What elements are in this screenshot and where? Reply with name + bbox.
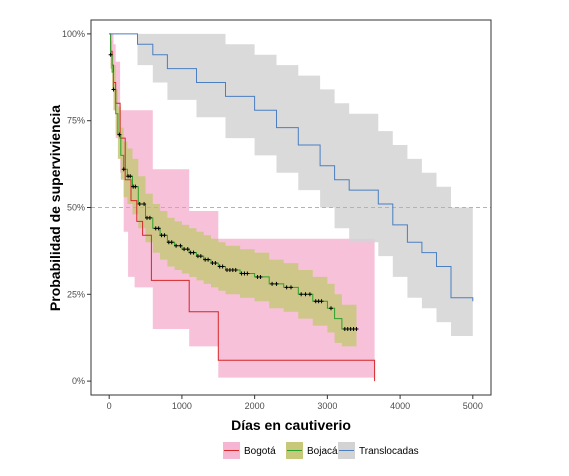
censor-mark [169, 240, 174, 245]
censor-mark [121, 167, 126, 172]
censor-mark [142, 202, 147, 207]
legend-item-translocadas: Translocadas [338, 442, 419, 459]
x-tick-label: 4000 [390, 401, 410, 411]
censor-mark [206, 257, 211, 262]
legend-item-bojacá: Bojacá [286, 442, 338, 459]
censor-mark [274, 281, 279, 286]
censor-mark [137, 202, 142, 207]
legend: Bogotá Bojacá Translocadas [223, 442, 419, 459]
curve-translocadas [109, 33, 474, 302]
censor-mark [185, 247, 190, 252]
x-axis: 0 1000 2000 3000 4000 5000 [107, 395, 483, 411]
band-translocadas [109, 33, 473, 337]
x-tick-label: 0 [107, 401, 112, 411]
x-tick-label: 3000 [317, 401, 337, 411]
censor-mark [133, 184, 138, 189]
x-axis-title: Días en cautiverio [231, 417, 351, 433]
censor-mark [319, 299, 324, 304]
censor-mark [233, 268, 238, 272]
censor-mark [354, 327, 359, 332]
censor-mark [284, 285, 289, 290]
y-axis-title: Probabilidad de superviviencia [47, 105, 63, 311]
x-tick-label: 1000 [172, 401, 192, 411]
censor-mark [289, 285, 293, 290]
censor-mark [299, 292, 304, 297]
censor-mark [191, 250, 196, 255]
censor-mark [270, 281, 275, 286]
legend-label: Bojacá [307, 446, 338, 457]
censor-mark [303, 292, 308, 297]
censor-mark [178, 243, 183, 248]
y-tick-label: 100% [62, 29, 85, 39]
censor-mark [307, 292, 312, 297]
confidence-bands [109, 33, 473, 378]
censor-mark [213, 261, 218, 266]
censor-mark [245, 271, 250, 276]
censor-mark [156, 226, 161, 231]
censor-mark [117, 132, 122, 137]
censor-mark [128, 174, 133, 179]
censor-mark [108, 52, 113, 57]
censor-mark [258, 274, 263, 279]
censor-marks [108, 52, 359, 332]
censor-mark [220, 264, 225, 269]
censor-mark [198, 254, 203, 259]
y-axis: 0% 25% 50% 75% 100% [62, 29, 91, 386]
band-bojacá [109, 33, 357, 347]
censor-mark [111, 87, 116, 92]
censor-mark [329, 306, 333, 311]
censor-mark [162, 233, 167, 238]
y-tick-label: 75% [67, 116, 85, 126]
y-tick-label: 50% [67, 203, 85, 213]
censor-mark [147, 215, 152, 220]
censor-mark [174, 243, 179, 248]
legend-label: Bogotá [244, 446, 276, 457]
y-tick-label: 0% [72, 376, 85, 386]
y-tick-label: 25% [67, 289, 85, 299]
censor-mark [182, 247, 187, 252]
x-tick-label: 2000 [245, 401, 265, 411]
x-tick-label: 5000 [463, 401, 483, 411]
legend-label: Translocadas [359, 446, 419, 457]
legend-item-bogotá: Bogotá [223, 442, 276, 459]
